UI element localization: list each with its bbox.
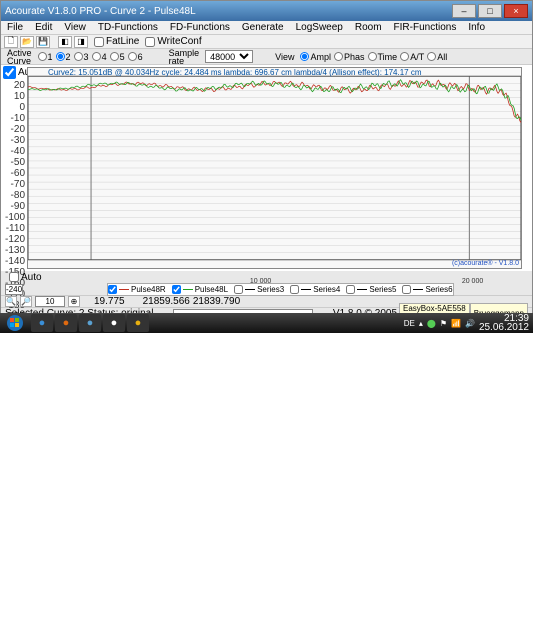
legend-Pulse48L[interactable]: Pulse48L bbox=[172, 285, 228, 294]
new-icon[interactable]: 🗋 bbox=[4, 36, 18, 48]
main-window: Acourate V1.8.0 PRO - Curve 2 - Pulse48L… bbox=[0, 0, 533, 333]
options-row: Active Curve 123456 Sample rate 48000 Vi… bbox=[1, 49, 532, 65]
auto2-check[interactable]: Auto bbox=[9, 272, 42, 283]
view-radios[interactable]: AmplPhasTimeA/TAll bbox=[300, 52, 447, 62]
menu-fd-functions[interactable]: FD-Functions bbox=[164, 21, 236, 34]
menu-room[interactable]: Room bbox=[349, 21, 388, 34]
legend-Series3[interactable]: Series3 bbox=[234, 285, 284, 294]
auto-y-check[interactable]: Auto bbox=[1, 65, 27, 80]
coord-1: 19.775 bbox=[94, 296, 125, 307]
close-button[interactable]: × bbox=[504, 4, 528, 18]
menu-generate[interactable]: Generate bbox=[236, 21, 290, 34]
window-title: Acourate V1.8.0 PRO - Curve 2 - Pulse48L bbox=[5, 6, 450, 17]
active-curve-label: Active Curve bbox=[7, 49, 32, 65]
menu-file[interactable]: File bbox=[1, 21, 29, 34]
frequency-plot[interactable]: Curve2: 15.051dB @ 40.034Hz cycle: 24.48… bbox=[27, 67, 522, 269]
tray-action-icon[interactable]: ⬤ bbox=[427, 319, 436, 328]
menu-view[interactable]: View bbox=[58, 21, 92, 34]
menu-fir-functions[interactable]: FIR-Functions bbox=[388, 21, 463, 34]
menubar: FileEditViewTD-FunctionsFD-FunctionsGene… bbox=[1, 21, 532, 35]
menu-info[interactable]: Info bbox=[462, 21, 491, 34]
zoom-in-icon[interactable]: 🔍 bbox=[5, 296, 17, 307]
taskbar-app3-icon[interactable]: ● bbox=[127, 314, 149, 332]
sample-rate-label: Sample rate bbox=[169, 49, 200, 65]
legend-Series6[interactable]: Series6 bbox=[402, 285, 452, 294]
plot-area: Auto 20100-10-20-30-40-50-60-70-80-90-10… bbox=[1, 65, 532, 271]
status-box1: EasyBox-5AE558 bbox=[399, 303, 470, 314]
sample-rate-select[interactable]: 48000 bbox=[205, 50, 253, 63]
open-icon[interactable]: 📂 bbox=[20, 36, 34, 48]
writeconf-check[interactable]: WriteConf bbox=[145, 36, 201, 47]
tool1-icon[interactable]: ◧ bbox=[58, 36, 72, 48]
plot-header: Curve2: 15.051dB @ 40.034Hz cycle: 24.48… bbox=[48, 68, 422, 77]
tray-flag-icon[interactable]: ⚑ bbox=[440, 319, 447, 328]
taskbar: ●●●●● DE ▴ ⬤ ⚑ 📶 🔊 21:39 25.06.2012 bbox=[0, 313, 533, 333]
ymin-value[interactable]: -240 bbox=[5, 284, 23, 295]
save-icon[interactable]: 💾 bbox=[36, 36, 50, 48]
titlebar: Acourate V1.8.0 PRO - Curve 2 - Pulse48L… bbox=[1, 1, 532, 21]
legend-Series4[interactable]: Series4 bbox=[290, 285, 340, 294]
tray-vol-icon[interactable]: 🔊 bbox=[465, 319, 475, 328]
tool2-icon[interactable]: ◨ bbox=[74, 36, 88, 48]
coord-3: 21839.790 bbox=[193, 296, 240, 307]
taskbar-ie-icon[interactable]: ● bbox=[31, 314, 53, 332]
maximize-button[interactable]: □ bbox=[478, 4, 502, 18]
minimize-button[interactable]: – bbox=[452, 4, 476, 18]
zoom-value[interactable]: 10 bbox=[35, 296, 65, 307]
legend: Pulse48R Pulse48L Series3 Series4 Series5 Ser… bbox=[107, 283, 454, 296]
empty-area bbox=[0, 333, 533, 640]
start-button[interactable] bbox=[0, 313, 30, 333]
fatline-check[interactable]: FatLine bbox=[94, 36, 139, 47]
menu-td-functions[interactable]: TD-Functions bbox=[92, 21, 164, 34]
tray-net-icon[interactable]: 📶 bbox=[451, 319, 461, 328]
taskbar-app2-icon[interactable]: ● bbox=[103, 314, 125, 332]
plot-credit: (c)acourate® - V1.8.0 bbox=[452, 260, 519, 267]
menu-logsweep[interactable]: LogSweep bbox=[290, 21, 349, 34]
legend-Pulse48R[interactable]: Pulse48R bbox=[108, 285, 166, 294]
menu-edit[interactable]: Edit bbox=[29, 21, 58, 34]
clock[interactable]: 21:39 25.06.2012 bbox=[479, 314, 529, 332]
active-curve-radios[interactable]: 123456 bbox=[38, 52, 143, 62]
taskbar-app1-icon[interactable]: ● bbox=[79, 314, 101, 332]
plot-canvas bbox=[28, 68, 521, 268]
toolbar: 🗋 📂 💾 ◧ ◨ FatLine WriteConf bbox=[1, 35, 532, 49]
legend-Series5[interactable]: Series5 bbox=[346, 285, 396, 294]
zoom-reset-icon[interactable]: ⊕ bbox=[68, 296, 80, 307]
lang-indicator[interactable]: DE bbox=[404, 319, 415, 328]
view-label: View bbox=[275, 52, 294, 62]
system-tray: DE ▴ ⬤ ⚑ 📶 🔊 21:39 25.06.2012 bbox=[404, 314, 533, 332]
tray-up-icon[interactable]: ▴ bbox=[419, 319, 423, 328]
coord-2: 21859.566 bbox=[143, 296, 190, 307]
zoom-out-icon[interactable]: 🔎 bbox=[20, 296, 32, 307]
taskbar-firefox-icon[interactable]: ● bbox=[55, 314, 77, 332]
